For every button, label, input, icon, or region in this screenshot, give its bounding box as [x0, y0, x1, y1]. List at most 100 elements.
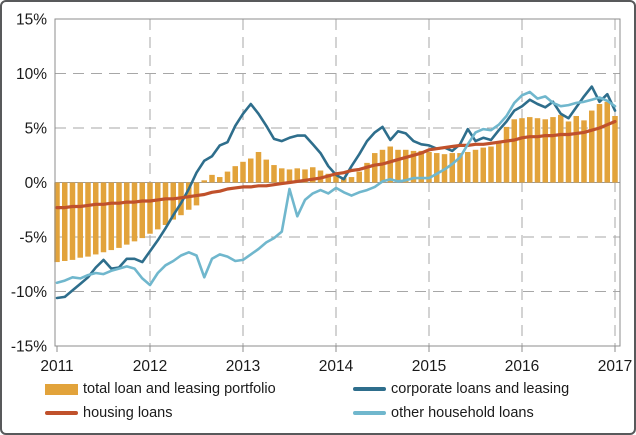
line-other-household-loans — [55, 90, 617, 287]
legend-swatch-corporate-loans — [353, 387, 386, 391]
plot-area-border — [54, 18, 621, 347]
bar — [472, 149, 479, 183]
bar — [100, 182, 107, 253]
bar — [488, 146, 494, 183]
bar — [93, 182, 99, 255]
bar — [519, 118, 525, 183]
bar — [356, 171, 362, 183]
bar — [255, 151, 262, 183]
bar — [139, 182, 145, 239]
bar — [77, 182, 83, 258]
legend-swatch-total-loan — [45, 383, 78, 395]
bar — [395, 149, 401, 183]
bar — [581, 120, 587, 183]
bar — [193, 182, 200, 206]
bar — [62, 182, 68, 261]
bar — [426, 151, 432, 183]
bar — [527, 117, 533, 183]
bar — [558, 114, 564, 183]
bar — [131, 182, 138, 242]
legend-item-corporate-loans: corporate loans and leasing — [353, 380, 569, 398]
legend-item-other-household-loans: other household loans — [353, 404, 534, 422]
x-tick-label: 2014 — [319, 358, 354, 375]
bar — [54, 182, 60, 263]
bar — [286, 169, 293, 183]
bar — [434, 153, 440, 183]
bar — [170, 182, 176, 220]
bar — [348, 177, 355, 183]
y-tick-label: -15% — [11, 339, 47, 356]
y-tick-label: -10% — [11, 284, 47, 301]
x-tick-label: 2012 — [133, 358, 167, 375]
bar — [403, 149, 409, 183]
x-tick-label: 2017 — [598, 358, 632, 375]
bar — [201, 180, 207, 183]
x-tick-label: 2011 — [40, 358, 73, 375]
legend-label-housing-loans: housing loans — [83, 405, 173, 421]
bar — [116, 182, 122, 248]
line-housing-loans — [55, 119, 617, 210]
bar — [410, 150, 417, 183]
bar — [271, 165, 277, 183]
bar — [248, 158, 254, 183]
y-tick-label: 15% — [16, 12, 47, 29]
x-tick-label: 2016 — [505, 358, 539, 375]
y-tick-label: 10% — [16, 66, 47, 83]
legend-label-other-household-loans: other household loans — [391, 405, 534, 421]
y-axis-labels: 15% 10% 5% 0% -5% -10% -15% — [11, 12, 47, 356]
bar — [85, 182, 91, 257]
bars-total-loan — [54, 101, 618, 263]
bar — [596, 104, 603, 183]
bar — [263, 159, 269, 183]
legend-swatch-housing-loans — [45, 411, 78, 415]
bar — [333, 175, 339, 183]
bar — [542, 119, 548, 183]
y-tick-label: 5% — [25, 121, 48, 138]
bar — [108, 182, 114, 251]
bar — [209, 174, 215, 183]
bar — [240, 161, 246, 183]
bar — [310, 167, 316, 183]
bar — [372, 153, 378, 183]
bar — [294, 168, 300, 183]
bar — [155, 182, 161, 230]
bar — [612, 116, 618, 183]
bar — [232, 166, 238, 183]
legend-item-total-loan: total loan and leasing portfolio — [45, 380, 276, 398]
bar — [480, 147, 486, 183]
bar — [224, 171, 231, 183]
bar — [457, 153, 463, 183]
bar — [124, 182, 130, 245]
bar — [379, 149, 386, 183]
bar — [534, 118, 541, 183]
bar — [573, 116, 579, 183]
bar — [279, 168, 285, 183]
bar — [387, 146, 393, 183]
bar — [364, 162, 370, 183]
bar — [465, 151, 471, 183]
bar — [589, 110, 595, 183]
bar — [496, 142, 502, 183]
gridlines — [55, 19, 620, 346]
bar — [604, 101, 610, 183]
bar — [550, 117, 556, 183]
y-tick-label: -5% — [19, 230, 47, 247]
legend-swatch-other-household-loans — [353, 411, 386, 415]
legend-item-housing-loans: housing loans — [45, 404, 173, 422]
bar — [162, 182, 169, 226]
x-tick-label: 2013 — [226, 358, 260, 375]
bar — [302, 169, 308, 183]
bar — [69, 182, 76, 260]
bar — [503, 126, 510, 183]
bar — [217, 177, 223, 183]
bar — [325, 173, 331, 183]
bar — [511, 119, 517, 183]
x-axis-labels: 2011 2012 2013 2014 2015 2016 2017 — [40, 358, 632, 375]
x-tick-label: 2015 — [412, 358, 446, 375]
legend-label-total-loan: total loan and leasing portfolio — [83, 381, 276, 397]
bar — [418, 150, 424, 183]
bar — [147, 182, 153, 234]
